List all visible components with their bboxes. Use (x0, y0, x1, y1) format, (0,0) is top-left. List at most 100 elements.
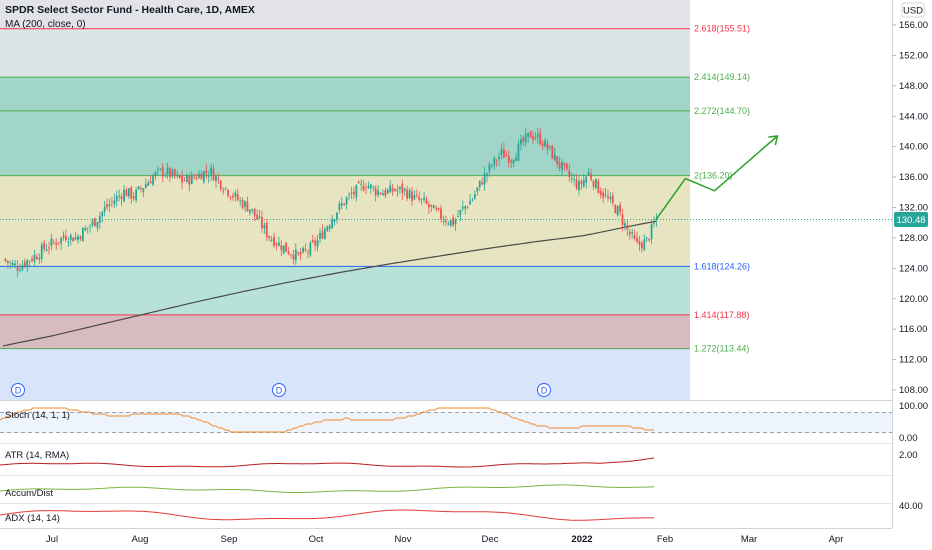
candle-body (275, 243, 278, 246)
candle-body (556, 155, 559, 164)
candle-body (193, 176, 196, 178)
candle-body (144, 184, 147, 188)
dividend-marker (272, 383, 286, 397)
candle-body (396, 190, 399, 192)
ma-legend[interactable]: MA (200, close, 0) (5, 19, 86, 30)
candle-body (367, 185, 370, 189)
candle-body (45, 249, 48, 251)
candle-body (69, 234, 72, 240)
candle-body (265, 222, 268, 237)
time-label-mar: Mar (741, 534, 757, 545)
time-label-feb: Feb (657, 534, 673, 545)
candle-body (580, 181, 583, 185)
candle-body (466, 207, 469, 208)
candle-body (106, 204, 108, 208)
stoch-axis-0: 0.00 (899, 433, 918, 444)
candle-body (181, 175, 183, 183)
stoch-legend[interactable]: Stoch (14, 1, 1) (5, 410, 70, 421)
candle-body (215, 175, 217, 182)
dividend-marker-label: D (541, 386, 548, 396)
candlestick-series[interactable] (4, 127, 658, 278)
candle-body (536, 134, 539, 138)
candle-body (236, 193, 239, 200)
candle-body (408, 190, 411, 199)
projection-arrowhead (768, 135, 779, 146)
candle-body (391, 187, 394, 192)
candle-body (176, 174, 179, 176)
candle-body (413, 195, 416, 200)
projection-path[interactable] (655, 135, 779, 220)
stoch-pane[interactable] (0, 407, 892, 433)
candle-body (384, 190, 387, 196)
candle-body (539, 132, 542, 145)
candle-body (474, 194, 476, 199)
price-tick-label: 136.00 (899, 172, 928, 183)
adx-legend[interactable]: ADX (14, 14) (5, 513, 60, 524)
price-tick-label: 132.00 (899, 203, 928, 214)
accdist-legend[interactable]: Accum/Dist (5, 488, 53, 499)
candle-body (379, 192, 382, 195)
candle-body (205, 170, 208, 174)
candle-body (212, 168, 215, 181)
candle-body (633, 235, 636, 239)
candle-body (33, 254, 36, 262)
candle-body (348, 194, 350, 196)
candle-body (60, 237, 62, 244)
candle-body (563, 162, 566, 166)
candle-body (28, 261, 31, 262)
candle-body (251, 208, 254, 211)
candle-body (297, 252, 300, 254)
candle-body (517, 143, 520, 161)
candle-body (575, 179, 578, 189)
atr-legend[interactable]: ATR (14, RMA) (5, 450, 69, 461)
candle-body (621, 214, 624, 225)
candle-body (643, 239, 646, 251)
candle-body (57, 242, 60, 244)
candle-body (200, 173, 203, 180)
candle-body (294, 249, 297, 261)
candle-body (161, 167, 164, 176)
price-tick-label: 128.00 (899, 233, 928, 244)
fib-band (0, 314, 690, 349)
candle-body (333, 219, 336, 222)
moving-average-200[interactable] (2, 220, 657, 347)
candle-body (9, 262, 12, 264)
price-tick-label: 140.00 (899, 142, 928, 153)
price-tick-label: 124.00 (899, 263, 928, 274)
candle-body (389, 185, 392, 193)
candle-body (611, 195, 614, 203)
fibonacci-extension[interactable] (0, 0, 690, 400)
candle-body (604, 194, 607, 196)
candle-body (440, 208, 442, 219)
candle-body (67, 241, 70, 243)
time-axis[interactable]: Jul Aug Sep Oct Nov Dec 2022 Feb Mar Apr (46, 534, 843, 545)
last-price-text: 130.48 (896, 215, 925, 226)
symbol-title[interactable]: SPDR Select Sector Fund - Health Care, 1… (5, 4, 255, 16)
candle-body (311, 239, 314, 242)
candle-body (519, 139, 522, 145)
candle-body (430, 204, 433, 207)
candle-body (524, 133, 527, 143)
candle-body (65, 235, 67, 241)
candle-body (270, 239, 273, 241)
candle-body (115, 195, 118, 202)
candle-body (582, 179, 585, 187)
price-axis[interactable]: 156.00 152.00 148.00 144.00 140.00 136.00 132.… (892, 20, 928, 396)
price-tick-label: 108.00 (899, 385, 928, 396)
candle-body (607, 196, 609, 199)
candle-body (527, 132, 530, 137)
candle-body (299, 252, 302, 255)
candle-body (478, 180, 481, 187)
candle-body (350, 192, 353, 195)
candle-body (125, 189, 128, 197)
candle-body (541, 143, 544, 147)
candle-body (108, 204, 111, 207)
candle-body (244, 201, 246, 207)
currency-box[interactable] (901, 2, 925, 18)
candle-body (164, 174, 167, 177)
candle-body (461, 206, 464, 209)
candle-body (246, 201, 249, 212)
